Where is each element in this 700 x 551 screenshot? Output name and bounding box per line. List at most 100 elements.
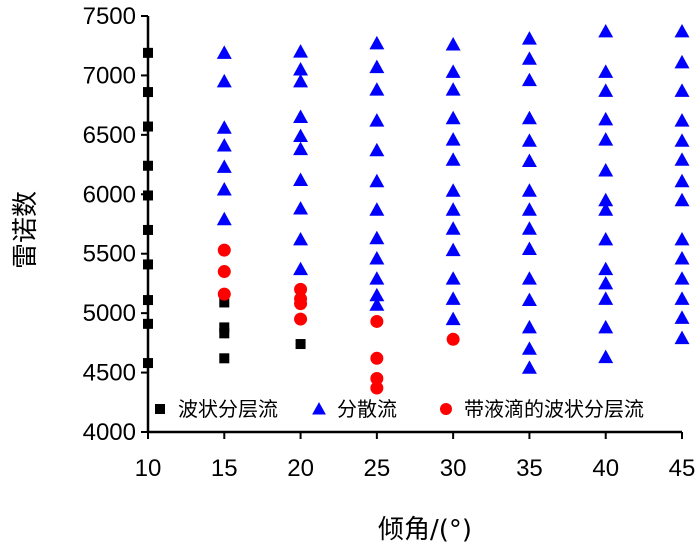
x-tick-label: 15 [211, 455, 238, 482]
data-point-circle [446, 332, 460, 346]
data-point-triangle [216, 159, 232, 173]
data-point-triangle [521, 241, 537, 255]
data-point-triangle [369, 173, 385, 188]
data-point-triangle [674, 113, 690, 127]
data-point-triangle [521, 202, 537, 216]
data-point-triangle [598, 111, 614, 126]
data-point-triangle [521, 31, 537, 45]
data-point-triangle [445, 271, 461, 285]
data-point-triangle [674, 23, 690, 38]
data-point-square [143, 259, 153, 270]
data-point-square [143, 224, 153, 235]
data-point-triangle [674, 83, 690, 97]
data-point-triangle [369, 297, 385, 311]
data-point-circle [370, 351, 384, 365]
data-point-square [219, 322, 230, 333]
legend-label: 带液滴的波状分层流 [464, 397, 644, 421]
x-ticks: 10 15 20 25 30 35 40 45 [135, 432, 696, 482]
data-point-triangle [598, 349, 614, 364]
data-point-triangle [293, 128, 309, 143]
data-point-circle [217, 287, 231, 301]
data-point-triangle [293, 231, 309, 246]
data-point-triangle [674, 271, 690, 285]
data-point-triangle [445, 110, 461, 125]
data-point-triangle [216, 73, 232, 88]
x-tick-label: 20 [287, 455, 314, 482]
data-point-triangle [445, 64, 461, 78]
data-point-triangle [293, 261, 309, 276]
data-point-square [143, 318, 153, 329]
data-point-triangle [445, 37, 461, 51]
data-point-square [219, 297, 230, 308]
y-tick-label: 6500 [83, 122, 136, 149]
y-tick-label: 5500 [83, 241, 136, 268]
y-tick-label: 7500 [83, 3, 136, 30]
data-point-triangle [521, 153, 537, 167]
data-point-triangle [674, 173, 690, 188]
data-point-square [219, 353, 230, 364]
data-point-triangle [293, 44, 309, 58]
legend-item: 带液滴的波状分层流 [440, 397, 644, 421]
y-ticks: 4000 4500 5000 5500 6000 6500 7000 7500 [83, 3, 148, 446]
data-point-circle [294, 312, 308, 326]
data-point-triangle [445, 242, 461, 257]
data-point-triangle [445, 221, 461, 235]
data-point-triangle [521, 133, 537, 147]
data-point-triangle [674, 152, 690, 166]
data-point-triangle [521, 72, 537, 87]
data-point-triangle [521, 110, 537, 125]
data-point-triangle [445, 291, 461, 305]
data-point-square [143, 160, 153, 171]
data-point-triangle [521, 319, 537, 334]
data-point-triangle [445, 183, 461, 197]
data-point-triangle [674, 310, 690, 324]
data-point-triangle [369, 59, 385, 74]
data-point-triangle [445, 311, 461, 326]
series-square [143, 47, 306, 369]
data-point-square [143, 47, 153, 58]
data-point-circle [294, 297, 308, 311]
data-point-triangle [598, 132, 614, 146]
data-point-triangle [674, 133, 690, 147]
data-point-triangle [369, 230, 385, 245]
legend-label: 波状分层流 [178, 397, 278, 421]
legend-item: 分散流 [312, 397, 397, 421]
data-point-triangle [216, 211, 232, 226]
data-point-triangle [369, 82, 385, 96]
x-tick-label: 45 [669, 455, 696, 482]
data-point-square [143, 295, 153, 306]
data-point-triangle [674, 330, 690, 345]
data-point-circle [370, 381, 384, 395]
data-point-square [143, 358, 153, 369]
data-point-triangle [521, 221, 537, 235]
legend-item: 波状分层流 [155, 397, 278, 421]
data-point-triangle [598, 83, 614, 97]
legend: 波状分层流 分散流 带液滴的波状分层流 [155, 397, 644, 421]
data-points [143, 23, 690, 395]
data-point-triangle [293, 201, 309, 215]
data-point-triangle [598, 319, 614, 334]
data-point-triangle [598, 163, 614, 177]
data-point-triangle [445, 202, 461, 216]
data-point-square [295, 339, 306, 350]
data-point-triangle [674, 231, 690, 246]
data-point-triangle [521, 51, 537, 65]
data-point-triangle [521, 292, 537, 307]
data-point-circle [217, 265, 231, 279]
data-point-triangle [293, 172, 309, 187]
data-point-triangle [445, 132, 461, 146]
y-tick-label: 4000 [83, 419, 136, 446]
data-point-triangle [216, 120, 232, 134]
data-point-triangle [598, 291, 614, 305]
data-point-triangle [369, 250, 385, 265]
data-point-triangle [598, 261, 614, 276]
data-point-triangle [216, 138, 232, 152]
legend-marker-square [155, 404, 165, 414]
data-point-triangle [369, 142, 385, 157]
data-point-triangle [369, 271, 385, 285]
x-tick-label: 40 [592, 455, 619, 482]
data-point-square [143, 87, 153, 98]
data-point-circle [370, 372, 384, 386]
y-tick-label: 7000 [83, 62, 136, 89]
